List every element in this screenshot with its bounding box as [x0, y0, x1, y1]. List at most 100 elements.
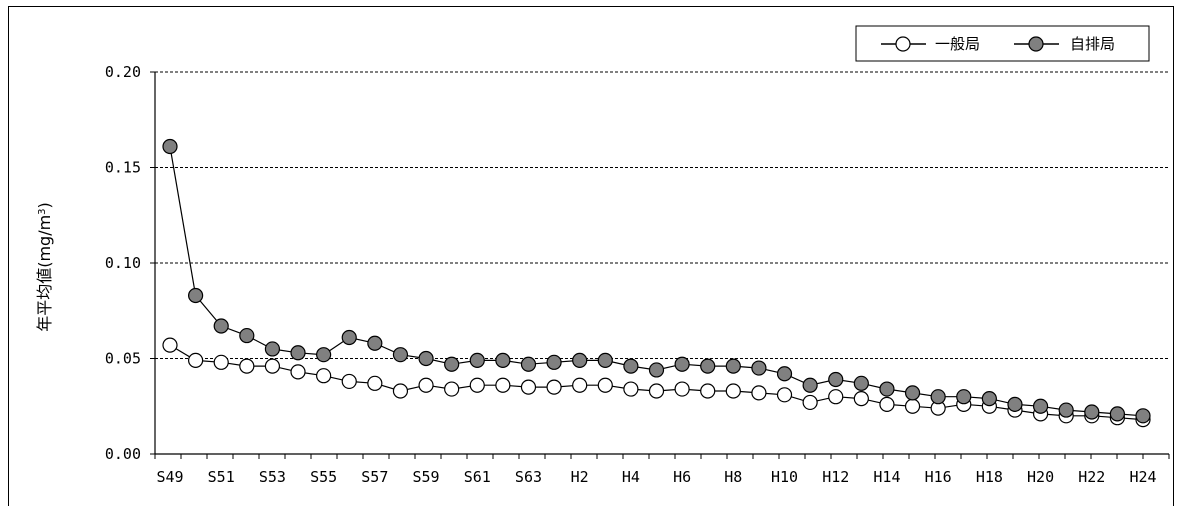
y-tick-label: 0.20 — [105, 63, 141, 81]
data-point — [751, 385, 767, 401]
data-point — [648, 362, 665, 378]
data-point — [956, 389, 972, 405]
data-point — [264, 341, 281, 357]
data-point — [418, 377, 434, 393]
data-point — [520, 356, 537, 372]
data-point — [367, 375, 383, 391]
data-point — [188, 287, 204, 304]
data-point — [879, 381, 895, 397]
data-point — [1135, 408, 1151, 424]
data-point — [444, 356, 460, 372]
x-tick-label: H10 — [771, 468, 798, 486]
data-point — [418, 350, 434, 367]
data-point — [188, 352, 204, 369]
data-point — [546, 354, 562, 370]
axes — [150, 71, 1170, 459]
data-point — [751, 360, 767, 376]
data-point — [648, 383, 665, 399]
data-point — [930, 389, 946, 405]
data-point — [239, 327, 255, 344]
chart-frame: 0.00 0.05 0.10 0.15 0.20 S49 S51 S53 S55 S57 S59 S… — [8, 6, 1174, 506]
data-point — [367, 335, 383, 351]
data-point — [623, 358, 639, 374]
data-point — [341, 373, 357, 390]
data-point — [495, 352, 511, 369]
data-point — [1058, 402, 1074, 418]
data-point — [213, 354, 229, 370]
data-point — [316, 347, 332, 363]
x-tick-labels: S49 S51 S53 S55 S57 S59 S61 S63 H2 H4 H6 H8 H10 H12 H1… — [156, 468, 1156, 486]
legend-entry-roadside: 自排局 — [1014, 35, 1115, 53]
data-point — [520, 379, 537, 395]
data-point — [853, 391, 869, 407]
x-tick-label: H16 — [925, 468, 952, 486]
data-point — [316, 368, 332, 384]
data-point — [572, 352, 588, 369]
data-point — [700, 383, 716, 399]
data-point — [904, 398, 921, 414]
x-tick-label: S51 — [208, 468, 235, 486]
data-point — [1007, 396, 1023, 412]
data-point — [239, 358, 255, 374]
x-tick-label: S49 — [156, 468, 183, 486]
data-point — [546, 379, 562, 395]
x-tick-label: S55 — [310, 468, 337, 486]
x-tick-label: H22 — [1078, 468, 1105, 486]
y-tick-labels: 0.00 0.05 0.10 0.15 0.20 — [105, 63, 141, 463]
data-point — [802, 394, 818, 411]
data-point — [1109, 406, 1125, 422]
data-point — [828, 389, 844, 405]
series-roadside — [162, 138, 1151, 424]
legend: 一般局 自排局 — [855, 25, 1150, 62]
data-point — [904, 385, 921, 401]
data-point — [341, 329, 357, 346]
legend-label-general: 一般局 — [935, 35, 980, 53]
data-point — [392, 383, 409, 399]
y-tick-label: 0.00 — [105, 445, 141, 463]
data-point — [264, 358, 281, 374]
data-point — [1032, 398, 1049, 414]
legend-marker-roadside — [1028, 36, 1044, 52]
data-point — [495, 377, 511, 393]
y-axis-label: 年平均値(mg/m3) — [35, 202, 54, 332]
x-tick-label: S61 — [464, 468, 491, 486]
x-tick-label: H18 — [976, 468, 1003, 486]
series-line — [169, 344, 1144, 421]
legend-marker-general — [895, 36, 911, 52]
data-point — [981, 391, 997, 407]
data-point — [290, 345, 306, 361]
data-point — [597, 377, 613, 393]
data-point — [725, 358, 741, 374]
legend-entry-general: 一般局 — [881, 35, 980, 53]
x-tick-label: S53 — [259, 468, 286, 486]
x-tick-label: H4 — [622, 468, 640, 486]
data-point — [162, 337, 178, 353]
data-point — [802, 377, 818, 393]
data-point — [213, 318, 229, 334]
legend-label-roadside: 自排局 — [1070, 35, 1115, 53]
data-point — [469, 377, 485, 393]
series — [162, 138, 1151, 428]
x-tick-label: S63 — [515, 468, 542, 486]
y-tick-label: 0.10 — [105, 254, 141, 272]
data-point — [623, 381, 639, 397]
series-general — [162, 337, 1151, 428]
gridlines — [155, 71, 1169, 359]
x-tick-label: H6 — [673, 468, 691, 486]
x-tick-label: S59 — [413, 468, 440, 486]
y-tick-label: 0.05 — [105, 350, 141, 368]
x-tick-label: H12 — [822, 468, 849, 486]
data-point — [469, 352, 485, 369]
data-point — [597, 352, 613, 369]
data-point — [828, 371, 844, 388]
x-tick-label: H8 — [724, 468, 742, 486]
data-point — [572, 377, 588, 393]
x-tick-label: H2 — [571, 468, 589, 486]
data-point — [879, 396, 895, 412]
x-tick-label: H24 — [1129, 468, 1156, 486]
x-tick-label: H20 — [1027, 468, 1054, 486]
data-point — [853, 375, 869, 391]
x-tick-label: S57 — [361, 468, 388, 486]
data-point — [1084, 404, 1100, 420]
data-point — [776, 387, 793, 403]
